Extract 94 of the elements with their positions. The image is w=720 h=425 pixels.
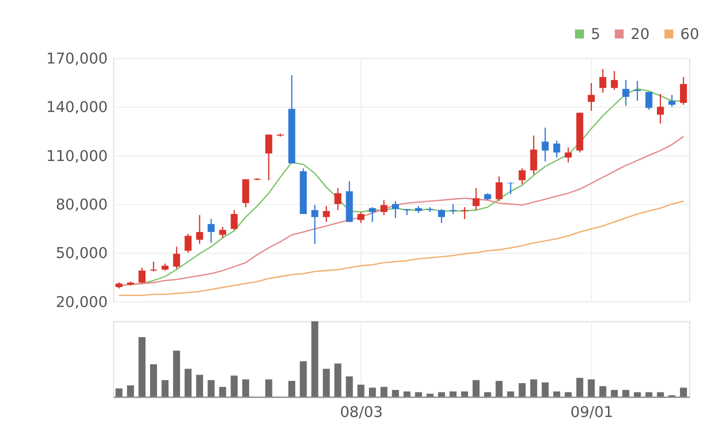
candlestick [645, 91, 652, 110]
bar [322, 368, 330, 397]
candlestick [438, 208, 446, 224]
candlestick [668, 94, 676, 108]
candlestick [610, 70, 618, 90]
x-tick-label: 08/03 [340, 403, 383, 422]
bar [645, 392, 652, 397]
line-series [118, 200, 684, 296]
candlestick [368, 206, 376, 223]
candlestick [265, 134, 272, 181]
bar [680, 388, 687, 397]
bar [507, 391, 514, 397]
candlestick [656, 93, 664, 124]
candlestick [392, 200, 399, 219]
y-tick-label: 20,000 [56, 292, 108, 311]
bar [438, 392, 446, 397]
candlestick [230, 209, 238, 230]
bar [334, 364, 342, 397]
candlestick [311, 204, 318, 244]
candlestick [588, 82, 595, 112]
bar [300, 361, 307, 397]
bar [472, 380, 480, 397]
candlestick [530, 135, 538, 175]
bar [415, 392, 422, 397]
y-tick-label: 170,000 [46, 50, 108, 68]
bar [542, 382, 549, 397]
bar [404, 391, 410, 397]
bar [219, 386, 226, 397]
candlestick [622, 79, 630, 106]
bar [530, 379, 538, 397]
bar [196, 374, 204, 397]
candlestick [357, 211, 364, 224]
bar [265, 379, 272, 397]
bar [357, 384, 364, 397]
candlestick [599, 68, 606, 94]
y-tick-label: 140,000 [46, 98, 108, 116]
candlestick [518, 168, 526, 185]
candlestick [507, 182, 514, 195]
bar [588, 379, 595, 397]
candlestick [196, 214, 204, 244]
bar [173, 350, 180, 397]
bar [184, 368, 192, 397]
bar [162, 380, 169, 397]
candlestick [322, 205, 330, 223]
bar [311, 321, 318, 397]
candlestick [184, 233, 192, 254]
y-tick-label: 110,000 [46, 146, 108, 165]
bar [380, 386, 388, 397]
bar [518, 383, 526, 397]
candlestick [219, 226, 226, 238]
candlestick [564, 146, 572, 163]
y-tick-label: 50,000 [56, 244, 108, 262]
candlestick [334, 188, 342, 211]
legend-label: 5 [590, 24, 600, 43]
candlestick [553, 140, 560, 158]
y-tick-label: 80,000 [56, 196, 108, 214]
bar [622, 390, 630, 397]
x-tick-label: 09/01 [570, 403, 614, 422]
bar [599, 386, 606, 397]
bar [116, 388, 122, 397]
bar [127, 385, 134, 397]
candlestick [542, 127, 549, 162]
bar [288, 380, 296, 397]
candlestick [150, 261, 158, 272]
bar [656, 392, 664, 397]
bar [496, 380, 503, 397]
bar [576, 378, 584, 397]
bar [368, 388, 376, 397]
bar [461, 391, 468, 397]
bar [392, 390, 399, 397]
candlestick [496, 176, 503, 202]
bar [208, 380, 215, 397]
bar [484, 392, 492, 397]
candlestick [450, 203, 457, 215]
bar [610, 390, 618, 397]
bar [150, 364, 158, 397]
bar [242, 379, 250, 397]
bar [346, 376, 353, 397]
legend-label: 20 [630, 24, 650, 43]
candlestick [461, 206, 468, 220]
bar [634, 392, 641, 397]
candlestick [138, 267, 146, 284]
candlestick [380, 200, 388, 216]
candlestick [472, 188, 480, 211]
bar [564, 392, 572, 397]
bar [426, 394, 434, 397]
legend-label: 60 [680, 24, 700, 43]
candlestick [208, 218, 215, 244]
bar [450, 391, 457, 397]
candlestick [173, 246, 180, 270]
bar [230, 376, 238, 397]
bar [138, 337, 146, 397]
candlestick [242, 178, 250, 208]
candlestick [680, 76, 687, 106]
